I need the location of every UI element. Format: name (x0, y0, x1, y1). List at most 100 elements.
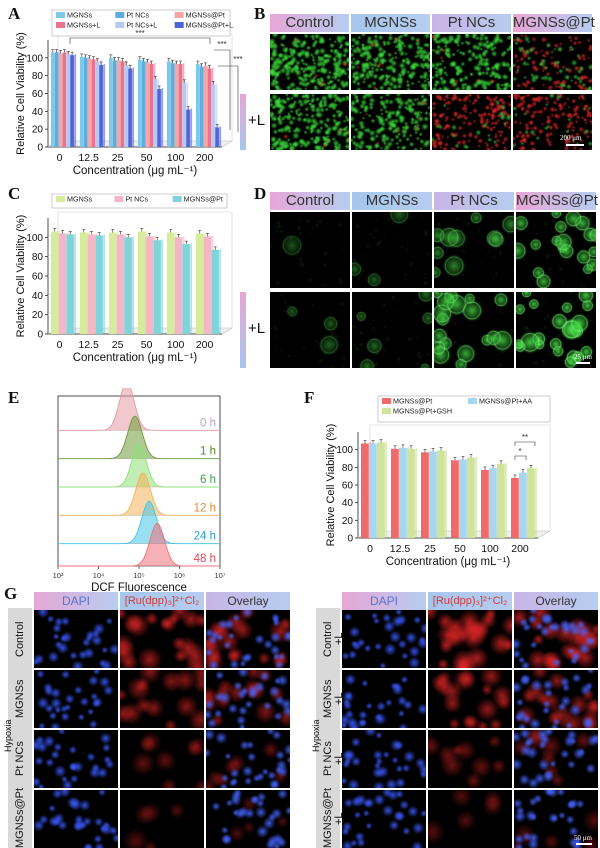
bar (145, 62, 150, 147)
bar (79, 232, 88, 334)
image-tile (342, 670, 426, 728)
micrograph-dapi (342, 790, 426, 848)
bar-side (74, 53, 77, 147)
legend-label: MGNSs@Pt (186, 11, 225, 20)
series-label: 1 h (200, 446, 216, 458)
micrograph-ru (428, 610, 512, 668)
bar (70, 55, 74, 147)
bar (157, 89, 161, 147)
image-tile (34, 610, 118, 668)
chart-e-flow-cytometry: 10³ 10⁴ 10⁵ 10⁶ 10⁷ DCF Fluorescence 0 h 1 h 6 h… (53, 388, 226, 593)
micrograph-ros (352, 292, 432, 368)
x-tick-label: 12.5 (78, 152, 99, 164)
header-ru-dpp: [Ru(dpp)₃]²⁺Cl₂ (120, 592, 204, 610)
micrograph-overlay (514, 790, 598, 848)
chart-c-viability: 0 20 40 60 80 100 0 12.5 25 50 100 200Concentration… (15, 193, 234, 364)
micrograph-ros (516, 292, 596, 368)
bar (83, 57, 88, 148)
bar (108, 232, 117, 334)
micrograph-live (350, 34, 431, 90)
bar (451, 460, 459, 538)
bar (421, 452, 429, 538)
bar (429, 451, 437, 538)
bar (54, 52, 59, 147)
micrograph-dapi (342, 730, 426, 788)
chart-f-viability: 0 20 40 60 80 100 0 12.5 25 50 100 200Concentration… (325, 395, 552, 568)
panel-letter-f: F (304, 388, 315, 407)
bar (95, 235, 103, 334)
row-label-strip (8, 608, 32, 848)
y-tick-label: 40 (32, 291, 44, 302)
panel-b-live-dead-grid: Control MGNSs Pt NCs MGNSs@Pt 200 μm (270, 14, 596, 150)
x-tick-label: 200 (511, 543, 529, 555)
bar (58, 53, 63, 147)
image-tile (206, 790, 290, 848)
header-control: Control (270, 192, 350, 210)
legend-box (51, 9, 231, 37)
bar (149, 64, 154, 147)
bar-side (219, 125, 222, 147)
bar (128, 68, 132, 147)
x-tick-label: 12.5 (78, 339, 99, 351)
bar (174, 64, 179, 147)
micrograph-ros (434, 212, 514, 288)
legend-swatch (56, 196, 65, 202)
legend-label: Pt NCs (125, 195, 148, 204)
micrograph-overlay (206, 610, 290, 668)
legend-swatch (174, 12, 184, 18)
bar (95, 61, 100, 147)
image-tile (350, 34, 431, 90)
y-tick-label: 80 (342, 463, 354, 474)
bar (137, 59, 142, 147)
micrograph-overlay (206, 730, 290, 788)
legend-swatch (382, 398, 391, 404)
bar-side (132, 235, 135, 334)
sig-bracket (514, 455, 527, 460)
bar (527, 468, 535, 538)
legend-swatch (174, 22, 184, 28)
bar (87, 234, 96, 334)
panel-letter-b: B (254, 4, 266, 23)
legend-label: MGNSs@Pt (184, 195, 223, 204)
image-tile (120, 730, 204, 788)
micrograph-live (431, 34, 512, 90)
image-tile (206, 670, 290, 728)
bar-side (103, 63, 106, 147)
image-tile (514, 790, 598, 848)
bar (481, 469, 489, 538)
x-tick-label: 25 (112, 339, 124, 351)
legend-swatch (382, 408, 391, 414)
x-tick-label: 25 (424, 543, 436, 555)
bar-side (475, 456, 477, 538)
y-axis-label: Relative Cell Viability (%) (15, 32, 27, 155)
image-tile (514, 610, 598, 668)
micrograph-live (270, 34, 350, 90)
histogram-24h (57, 500, 221, 545)
bar (211, 249, 219, 334)
x-tick-label: 10⁴ (93, 571, 105, 580)
bar (166, 61, 171, 147)
panel-letter-a: A (8, 4, 21, 23)
sig-bracket (514, 441, 536, 446)
row-label-plus-l: +L (248, 320, 266, 337)
image-tile (428, 610, 512, 668)
header-control: Control (270, 14, 350, 32)
bar (199, 66, 204, 147)
x-tick-label: 12.5 (390, 543, 411, 555)
header-mgnsspt: MGNSs@Pt (512, 14, 595, 32)
x-tick-label: 50 (454, 543, 466, 555)
x-tick-label: 100 (481, 543, 499, 555)
legend-label: MGNSs@Pt (393, 397, 432, 406)
bar (87, 58, 92, 147)
x-tick-label: 50 (141, 152, 153, 164)
bar-side (219, 248, 222, 334)
header-overlay: Overlay (514, 592, 598, 610)
micrograph-overlay (514, 730, 598, 788)
micrograph-live (270, 94, 350, 150)
image-tile (270, 94, 350, 150)
legend-swatch (56, 12, 65, 18)
legend-swatch (56, 22, 65, 28)
micrograph-ros (516, 212, 596, 288)
row-label-plus-l: +L (248, 112, 266, 129)
bar (467, 457, 475, 538)
